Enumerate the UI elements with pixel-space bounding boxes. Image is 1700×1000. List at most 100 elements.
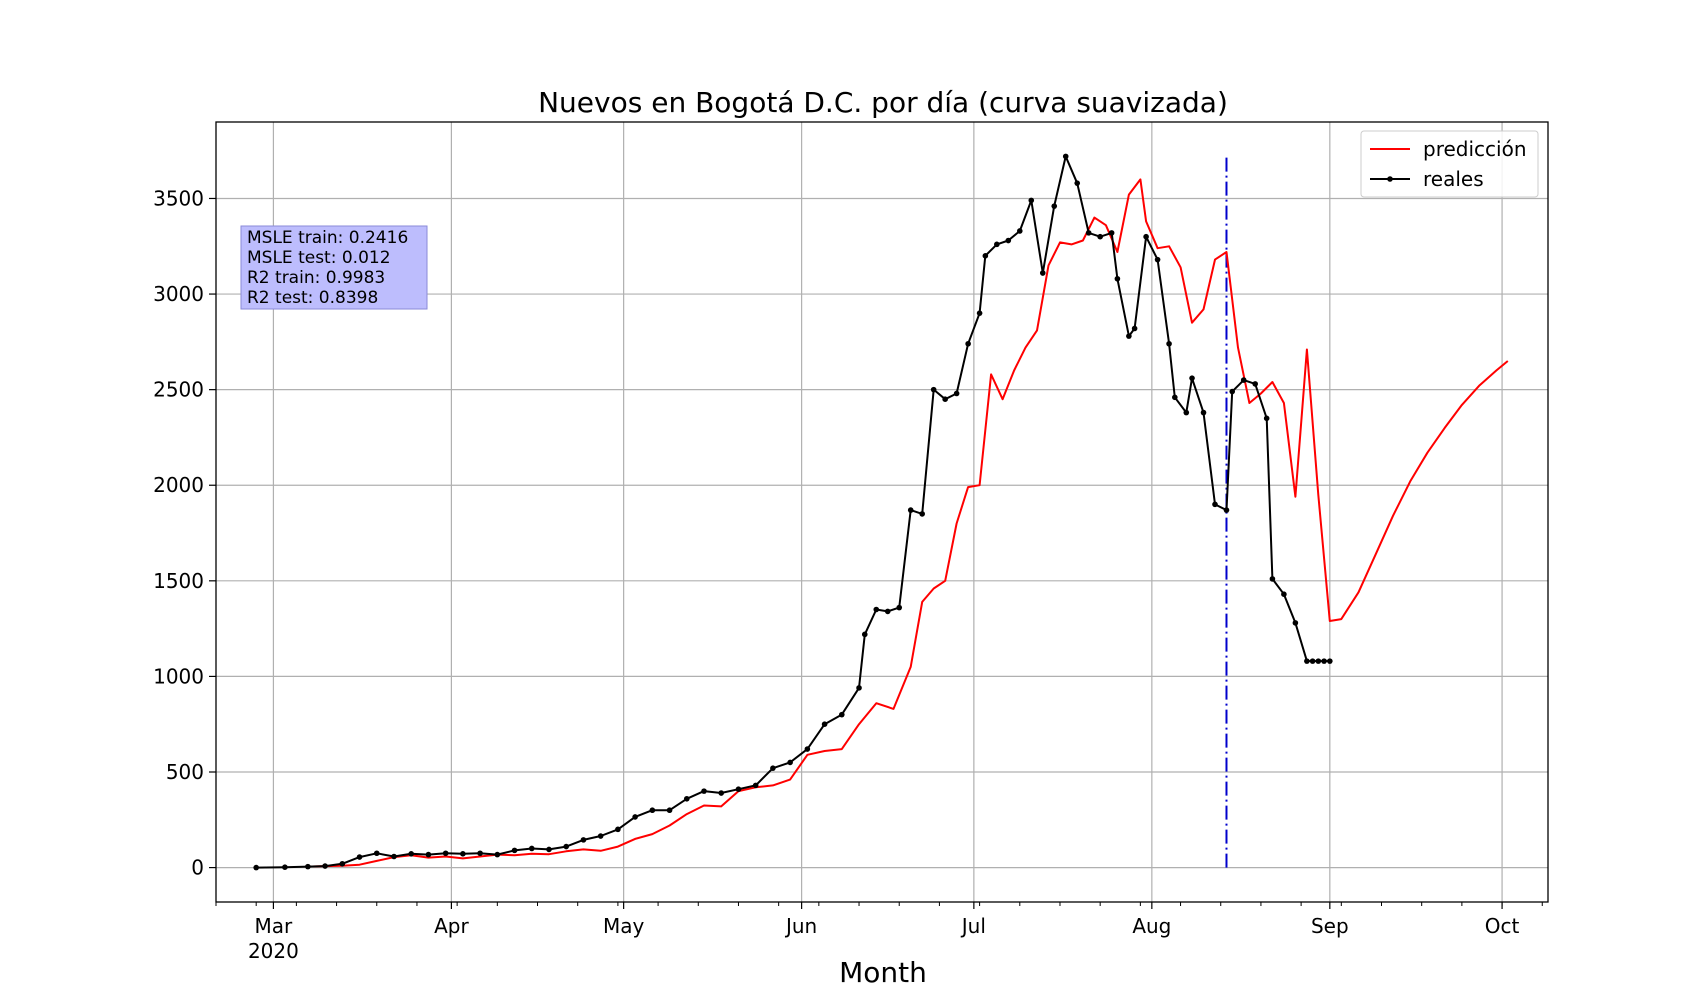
data-point (1085, 230, 1092, 236)
x-tick-label: Apr (434, 914, 469, 938)
data-point (884, 608, 891, 615)
data-point (1062, 153, 1069, 160)
legend-box (1360, 130, 1539, 198)
data-point (1028, 197, 1035, 204)
y-tick-label: 500 (166, 760, 204, 784)
data-point (965, 340, 971, 347)
legend-label: reales (1423, 167, 1484, 191)
legend: predicción reales (1360, 130, 1539, 198)
data-point (1281, 591, 1287, 598)
data-point (953, 390, 960, 397)
data-point (942, 396, 948, 403)
y-tick-label: 3000 (153, 282, 204, 306)
series-line-prediccion (307, 178, 1509, 868)
y-tick-label: 3500 (153, 186, 204, 210)
x-tick-label: Jul (960, 914, 986, 938)
data-point (1114, 275, 1121, 282)
x-tick-label: May (603, 914, 645, 938)
data-point (770, 765, 776, 771)
data-point (994, 241, 1000, 248)
data-point (460, 851, 466, 857)
data-point (839, 711, 845, 718)
data-point (1126, 333, 1132, 339)
data-point (408, 851, 415, 857)
series-layer (253, 153, 1509, 871)
data-point (649, 807, 656, 814)
data-point (356, 854, 363, 860)
data-point (1172, 394, 1178, 401)
data-point (1183, 409, 1190, 416)
data-point (907, 507, 914, 513)
data-point (1143, 233, 1149, 240)
data-point (1097, 233, 1103, 240)
data-point (1263, 415, 1270, 422)
data-point (1269, 576, 1276, 582)
y-tick-label: 1500 (153, 569, 204, 593)
data-point (976, 310, 983, 316)
data-point (391, 853, 397, 860)
data-point (930, 386, 937, 393)
data-point (1327, 658, 1333, 664)
data-point (597, 833, 604, 839)
chart-title: Nuevos en Bogotá D.C. por día (curva sua… (538, 86, 1228, 119)
data-point (701, 788, 707, 794)
data-point (305, 863, 311, 870)
data-point (477, 850, 483, 857)
y-tick-label: 2000 (153, 473, 204, 497)
y-tick-label: 1000 (153, 664, 204, 688)
data-point (615, 826, 621, 833)
data-point (718, 790, 725, 796)
data-point (1039, 270, 1046, 276)
data-point (1315, 658, 1322, 664)
data-point (282, 864, 288, 871)
data-point (1223, 507, 1230, 513)
annotation-line: R2 train: 0.9983 (247, 268, 385, 288)
data-point (632, 814, 638, 820)
data-point (1292, 620, 1299, 626)
x-tick-sublabel: 2020 (248, 939, 299, 963)
data-point (666, 807, 673, 814)
data-point (494, 851, 501, 858)
data-point (1154, 256, 1161, 263)
x-tick-label: Mar (255, 914, 294, 938)
data-point (1005, 237, 1012, 244)
data-point (873, 606, 880, 613)
data-point (563, 843, 570, 850)
y-tick-label: 2500 (153, 378, 204, 402)
data-point (861, 631, 868, 638)
data-point (339, 860, 346, 867)
data-point (373, 850, 380, 857)
data-point (752, 782, 759, 789)
annotation-line: MSLE train: 0.2416 (247, 228, 408, 248)
data-point (1252, 381, 1258, 387)
data-point (425, 851, 432, 858)
data-point (1016, 228, 1023, 234)
data-point (442, 850, 449, 857)
legend-marker (1387, 176, 1393, 182)
data-point (1189, 375, 1195, 381)
data-point (804, 746, 811, 752)
data-point (982, 253, 989, 259)
data-point (511, 847, 518, 854)
data-point (1229, 388, 1236, 395)
annotation-line: MSLE test: 0.012 (247, 248, 391, 268)
data-point (528, 845, 535, 852)
x-tick-label: Oct (1485, 914, 1520, 938)
legend-label: predicción (1423, 137, 1527, 161)
data-point (1074, 180, 1081, 186)
data-point (1166, 340, 1172, 347)
x-axis-label: Month (839, 956, 927, 989)
data-point (787, 759, 793, 766)
data-point (1212, 501, 1218, 508)
data-point (856, 685, 862, 691)
annotation-box (240, 225, 428, 310)
data-point (735, 786, 742, 793)
plot-frame (215, 121, 1549, 903)
data-point (580, 837, 587, 843)
data-point (1304, 658, 1310, 664)
data-point (919, 511, 925, 517)
data-point (1108, 230, 1115, 236)
